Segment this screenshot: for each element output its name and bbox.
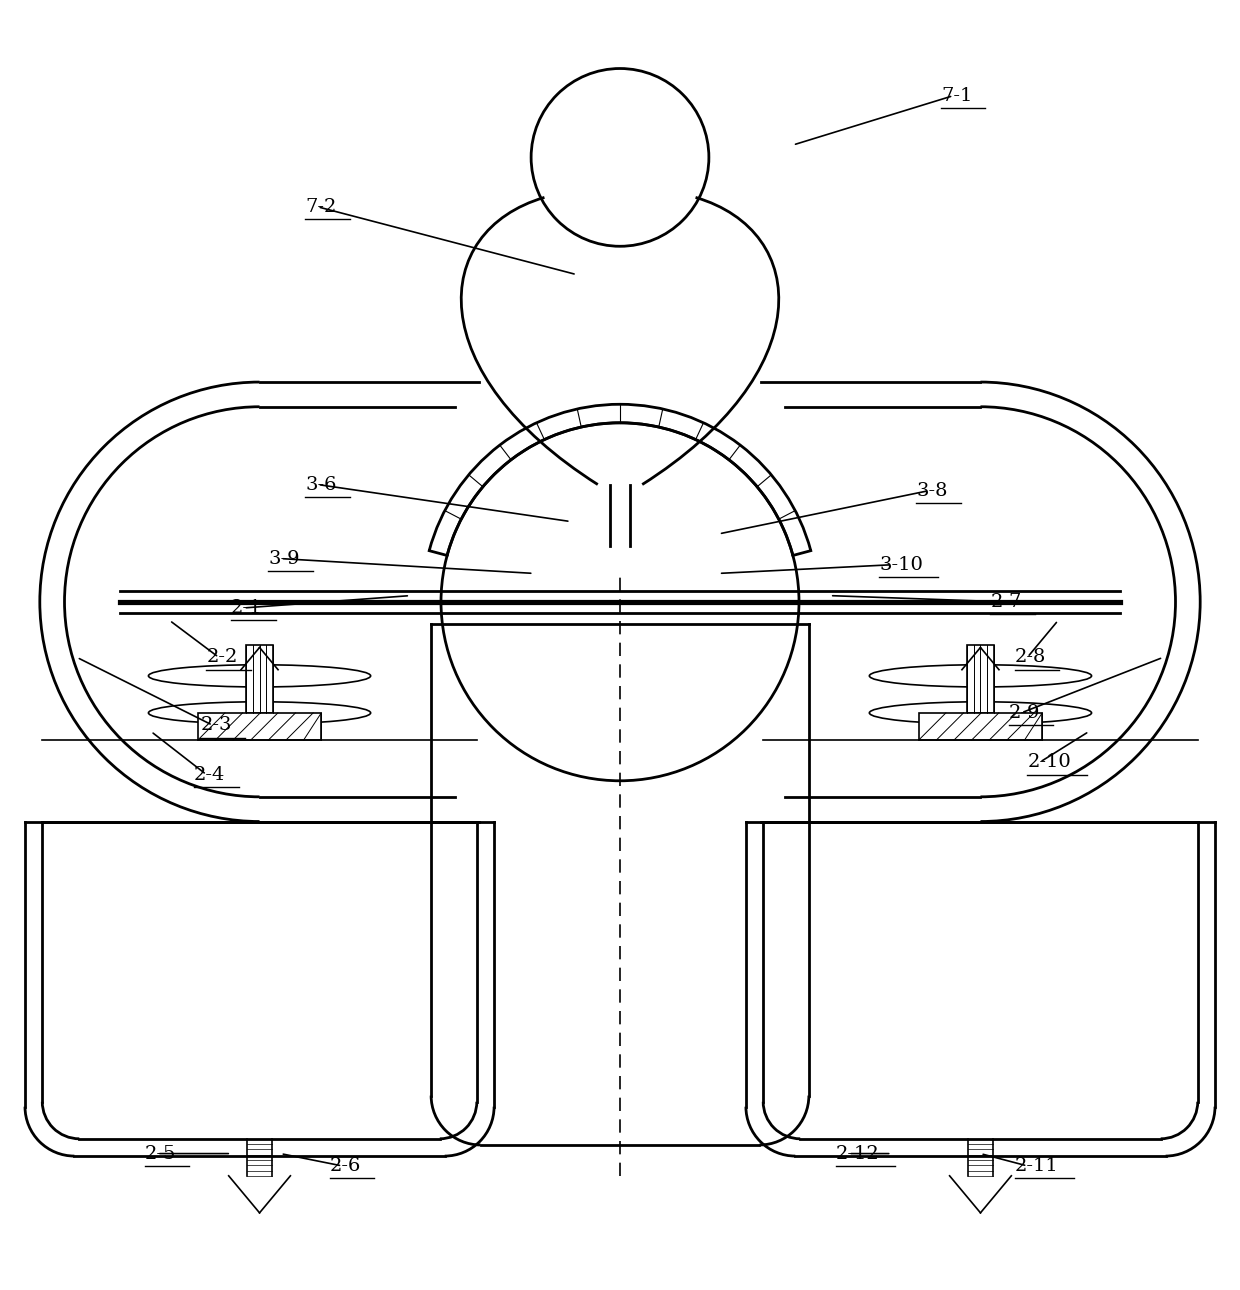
Text: 2-7: 2-7 [991,593,1022,610]
Text: 3-6: 3-6 [305,476,337,494]
Text: 2-9: 2-9 [1009,704,1040,722]
Text: 3-10: 3-10 [879,556,923,574]
FancyBboxPatch shape [198,713,321,740]
Text: 3-9: 3-9 [268,550,300,568]
Text: 2-2: 2-2 [207,649,238,667]
Text: 2-1: 2-1 [231,599,263,617]
FancyBboxPatch shape [967,645,994,713]
Text: 2-5: 2-5 [145,1144,176,1162]
Text: 2-10: 2-10 [1028,753,1071,771]
Text: 3-8: 3-8 [916,481,947,499]
Text: 2-4: 2-4 [195,766,226,783]
Text: 2-8: 2-8 [1016,649,1047,667]
Text: 2-6: 2-6 [330,1157,361,1175]
Text: 7-1: 7-1 [941,86,972,104]
Text: 2-3: 2-3 [201,716,232,734]
Text: 2-11: 2-11 [1016,1157,1059,1175]
Text: 7-2: 7-2 [305,197,336,215]
FancyBboxPatch shape [246,645,273,713]
Text: 2-12: 2-12 [836,1144,879,1162]
FancyBboxPatch shape [919,713,1042,740]
